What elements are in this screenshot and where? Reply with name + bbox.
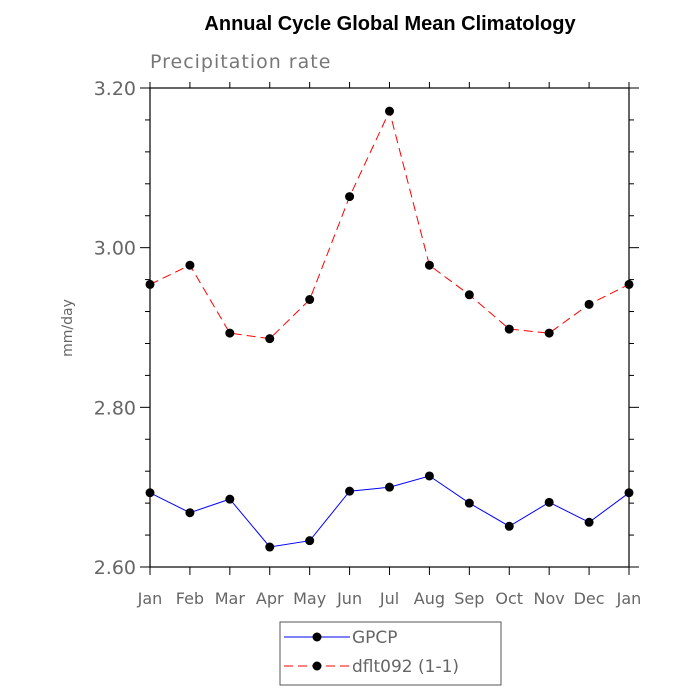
data-point-series-0: [305, 536, 315, 546]
data-point-series-1: [345, 192, 355, 202]
legend: GPCP dflt092 (1-1): [279, 621, 502, 686]
data-point-series-1: [544, 328, 554, 338]
data-point-series-1: [424, 260, 434, 270]
series-layer: [145, 106, 634, 552]
axes: Jan Feb Mar Apr May Jun Jul Aug Sep Oct Nov Dec Jan2…: [94, 78, 642, 608]
x-tick-label: Dec: [574, 589, 605, 608]
data-point-series-1: [464, 290, 474, 300]
x-tick-label: Aug: [414, 589, 445, 608]
x-tick-label: Nov: [534, 589, 565, 608]
y-tick-label: 2.80: [94, 397, 136, 419]
x-tick-label: Mar: [215, 589, 246, 608]
data-point-series-1: [624, 279, 634, 289]
data-point-series-0: [265, 542, 275, 552]
legend-label-gpcp: GPCP: [352, 628, 398, 648]
data-point-series-1: [225, 328, 235, 338]
x-tick-label: Apr: [256, 589, 284, 608]
series-line-1: [149, 109, 630, 340]
data-point-series-0: [345, 486, 355, 496]
chart-subtitle: Precipitation rate: [150, 51, 331, 73]
data-point-series-0: [185, 508, 195, 518]
x-tick-label: Jan: [137, 589, 163, 608]
legend-label-dflt092: dflt092 (1-1): [352, 657, 459, 677]
data-point-series-0: [385, 482, 394, 492]
legend-marker-dflt092: [312, 661, 322, 671]
y-tick-label: 3.00: [94, 238, 136, 260]
data-point-series-0: [544, 497, 554, 507]
legend-marker-gpcp: [312, 632, 322, 642]
x-tick-label: Jul: [379, 589, 399, 608]
legend-item-dflt092: dflt092 (1-1): [284, 657, 459, 677]
data-point-series-0: [225, 494, 235, 504]
x-tick-label: May: [293, 589, 326, 608]
x-tick-label: Feb: [176, 589, 204, 608]
data-point-series-1: [504, 324, 514, 334]
data-point-series-0: [424, 471, 434, 481]
x-tick-label: Sep: [454, 589, 484, 608]
data-point-series-1: [145, 279, 155, 289]
data-point-series-1: [185, 260, 195, 270]
legend-item-gpcp: GPCP: [284, 628, 398, 648]
x-tick-label: Jan: [616, 589, 642, 608]
chart-title: Annual Cycle Global Mean Climatology: [204, 13, 576, 35]
data-point-series-0: [504, 521, 514, 531]
y-tick-label: 2.60: [94, 557, 136, 579]
data-point-series-1: [305, 295, 315, 305]
data-point-series-0: [464, 498, 474, 508]
legend-box: [279, 621, 502, 686]
data-point-series-0: [624, 488, 634, 498]
data-point-series-1: [385, 106, 394, 116]
data-point-series-0: [145, 488, 155, 498]
x-tick-label: Oct: [495, 589, 523, 608]
x-tick-label: Jun: [336, 589, 362, 608]
data-point-series-1: [584, 299, 594, 309]
data-point-series-1: [265, 334, 275, 344]
y-axis-label: mm/day: [60, 299, 76, 357]
y-tick-label: 3.20: [94, 78, 136, 100]
data-point-series-0: [584, 517, 594, 527]
